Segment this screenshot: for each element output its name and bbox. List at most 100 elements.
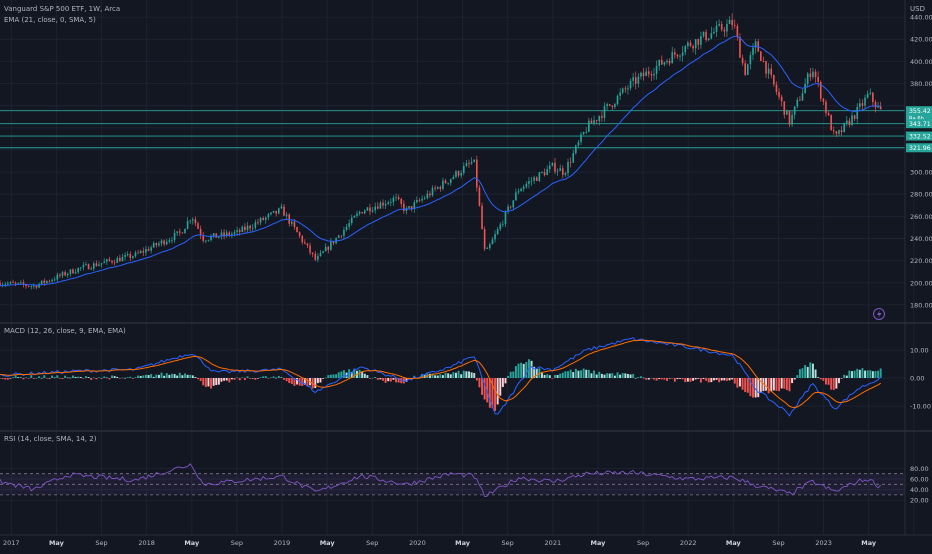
candle-body bbox=[442, 180, 444, 189]
macd-hist-bar bbox=[736, 378, 739, 388]
macd-hist-bar bbox=[540, 371, 543, 378]
candle-body bbox=[726, 23, 728, 32]
candle-body bbox=[817, 77, 819, 82]
candle-body bbox=[108, 259, 111, 261]
macd-hist-bar bbox=[332, 374, 335, 378]
macd-hist-bar bbox=[723, 378, 726, 381]
macd-hist-bar bbox=[817, 377, 820, 378]
candle-body bbox=[666, 60, 668, 63]
macd-hist-bar bbox=[824, 378, 827, 385]
candle-body bbox=[33, 285, 35, 287]
price-candles[interactable] bbox=[0, 13, 882, 290]
macd-hist-bar bbox=[95, 378, 98, 380]
candle-body bbox=[564, 173, 567, 175]
macd-hist-bar bbox=[718, 378, 721, 383]
horizontal-levels[interactable] bbox=[0, 110, 905, 149]
candle-body bbox=[66, 273, 69, 276]
macd-hist-bar bbox=[600, 373, 603, 378]
candle-body bbox=[616, 95, 619, 105]
candle-body bbox=[241, 226, 244, 232]
candle-body bbox=[655, 65, 658, 74]
candle-body bbox=[48, 280, 51, 282]
macd-hist-bar bbox=[267, 378, 270, 379]
macd-hist-bar bbox=[131, 378, 134, 379]
time-tick-label: May bbox=[861, 539, 877, 547]
macd-hist-bar bbox=[405, 378, 408, 382]
macd-hist-bar bbox=[639, 376, 642, 378]
macd-hist-bar bbox=[720, 378, 723, 381]
candle-body bbox=[707, 38, 710, 41]
macd-hist-bar bbox=[319, 378, 322, 383]
macd-hist-bar bbox=[585, 369, 588, 378]
pane-separators[interactable] bbox=[0, 0, 932, 536]
candle-body bbox=[582, 132, 585, 135]
macd-hist-bar bbox=[603, 374, 606, 378]
price-axis[interactable]: 440.00 420.00 400.00 380.00 300.00 280.00 260.… bbox=[906, 14, 932, 505]
candle-body bbox=[56, 274, 59, 280]
macd-hist-bar bbox=[483, 378, 486, 400]
macd-hist-bar bbox=[757, 378, 760, 398]
candle-body bbox=[496, 229, 499, 235]
candle-body bbox=[715, 25, 718, 32]
candle-body bbox=[538, 172, 541, 181]
macd-hist-bar bbox=[702, 378, 705, 380]
macd-hist-bar bbox=[475, 378, 478, 381]
candle-body bbox=[35, 285, 38, 288]
candle-body bbox=[796, 99, 799, 107]
macd-hist-bar bbox=[230, 378, 233, 380]
macd-hist-bar bbox=[533, 366, 536, 378]
candle-body bbox=[436, 186, 439, 189]
candle-body bbox=[637, 76, 640, 84]
candle-body bbox=[106, 259, 108, 262]
candle-body bbox=[720, 24, 723, 30]
price-tick-label: 440.00 bbox=[910, 14, 932, 22]
macd-hist-bar bbox=[376, 378, 379, 380]
lightning-icon[interactable] bbox=[873, 308, 885, 320]
candle-body bbox=[38, 284, 40, 288]
time-tick-label: 2021 bbox=[545, 539, 562, 547]
candle-body bbox=[694, 39, 697, 49]
candle-body bbox=[546, 169, 548, 176]
macd-hist-bar bbox=[647, 378, 650, 380]
candle-body bbox=[853, 115, 856, 119]
rsi-band bbox=[0, 473, 905, 496]
macd-hist-bar bbox=[811, 363, 814, 378]
candle-body bbox=[504, 211, 507, 224]
candle-body bbox=[676, 54, 679, 57]
macd-hist-bar bbox=[710, 378, 713, 383]
candle-body bbox=[165, 241, 168, 245]
candle-body bbox=[483, 228, 486, 249]
macd-hist-bar bbox=[374, 377, 377, 378]
macd-hist-bar bbox=[509, 371, 512, 378]
macd-hist-bar bbox=[228, 378, 231, 383]
candle-body bbox=[533, 177, 535, 181]
candle-body bbox=[840, 130, 843, 132]
candle-body bbox=[457, 171, 460, 176]
macd-hist-bar bbox=[858, 369, 861, 378]
macd-hist-bar bbox=[530, 360, 533, 378]
candle-body bbox=[567, 161, 569, 174]
macd-hist-bar bbox=[660, 378, 663, 380]
macd-hist-bar bbox=[327, 375, 330, 378]
candle-body bbox=[277, 208, 280, 214]
macd-hist-bar bbox=[212, 378, 215, 386]
candle-body bbox=[598, 116, 601, 121]
candle-body bbox=[767, 68, 770, 74]
macd-hist-bar bbox=[103, 376, 106, 378]
candle-body bbox=[801, 93, 804, 101]
macd-hist-bar bbox=[822, 378, 825, 381]
candle-body bbox=[879, 106, 882, 110]
candle-body bbox=[152, 243, 155, 248]
macd-hist-bar bbox=[650, 377, 653, 379]
macd-hist-bar bbox=[43, 375, 46, 378]
time-axis[interactable]: 2017 May Sep 2018 May Sep 2019 May Sep 2020 May Sep… bbox=[3, 539, 877, 547]
candle-body bbox=[98, 264, 100, 266]
macd-hist-bar bbox=[27, 378, 30, 379]
macd-hist-bar bbox=[637, 377, 640, 378]
candle-body bbox=[145, 249, 147, 253]
candle-body bbox=[491, 239, 494, 245]
candle-body bbox=[345, 226, 348, 230]
macd-hist-bar bbox=[457, 370, 460, 378]
macd-hist-bar bbox=[353, 368, 356, 378]
